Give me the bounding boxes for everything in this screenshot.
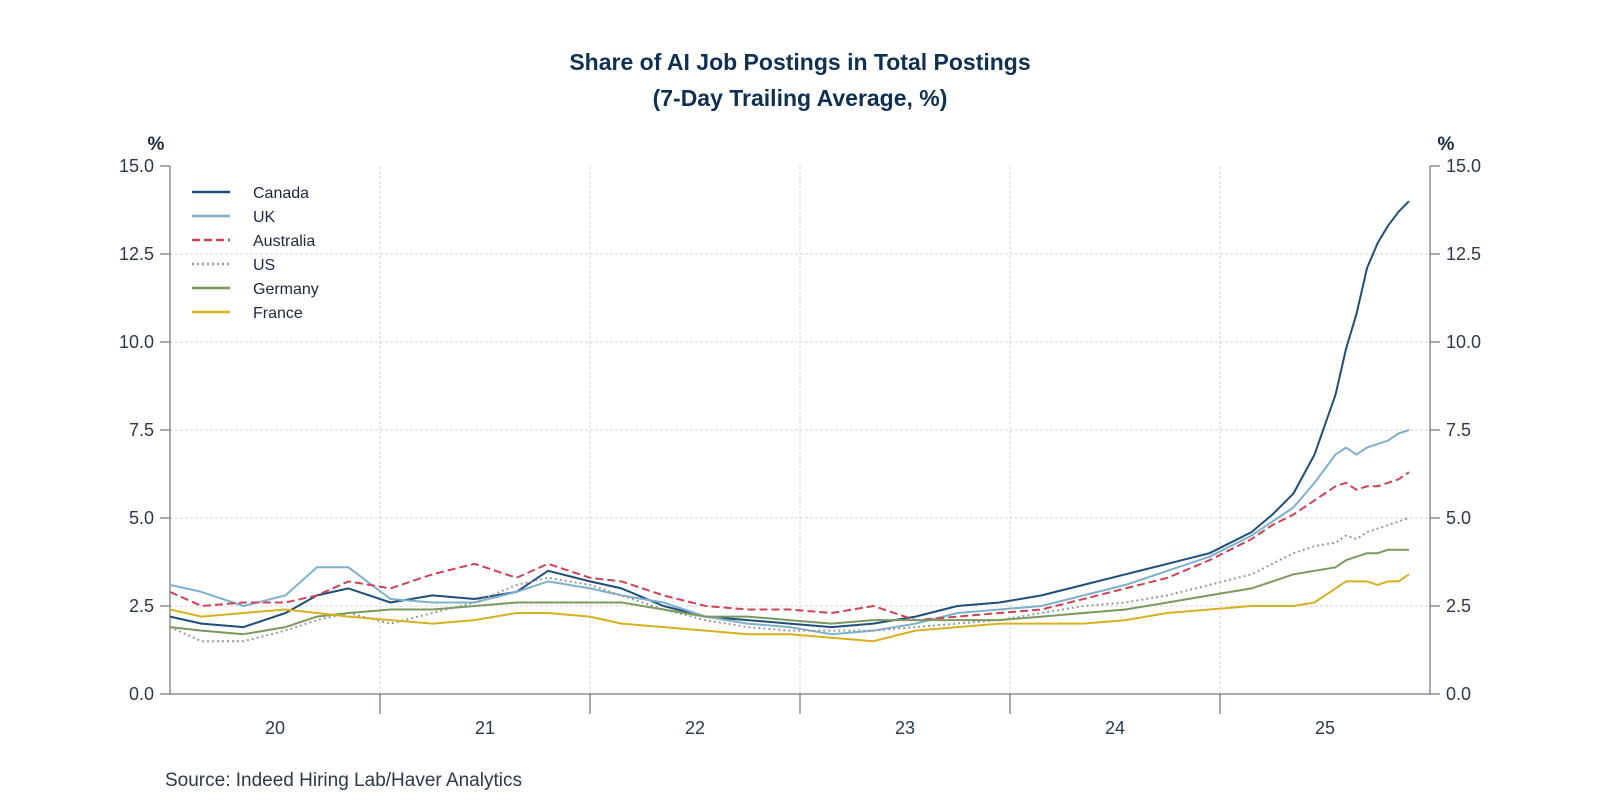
series-line-germany [169,548,1409,636]
legend-label-germany: Germany [253,281,319,298]
y-tick-label-left: 15.0 [119,156,154,176]
y-tick-label-left: 7.5 [129,420,154,440]
series-line-canada [169,200,1410,629]
y-tick-label-left: 5.0 [129,508,154,528]
series-line-uk [169,429,1410,636]
legend-label-us: US [253,257,275,274]
x-tick-label: 24 [1105,718,1125,738]
legend: Canada UK Australia US Germany France [192,185,319,322]
legend-label-canada: Canada [253,185,309,202]
y-tick-label-right: 10.0 [1446,332,1481,352]
y-tick-label-right: 5.0 [1446,508,1471,528]
gridlines [170,166,1430,694]
chart-title-block: Share of AI Job Postings in Total Postin… [0,44,1600,116]
y-tick-label-left: 12.5 [119,244,154,264]
legend-label-france: France [253,305,303,322]
x-tick-label: 22 [685,718,705,738]
series-lines [169,200,1410,643]
legend-label-australia: Australia [253,233,315,250]
x-tick-label: 21 [475,718,495,738]
y-tick-label-right: 2.5 [1446,596,1471,616]
legend-label-uk: UK [253,209,276,226]
y-tick-label-left: 2.5 [129,596,154,616]
y-tick-label-right: 12.5 [1446,244,1481,264]
y-tick-label-right: 7.5 [1446,420,1471,440]
x-tick-label: 23 [895,718,915,738]
source-note: Source: Indeed Hiring Lab/Haver Analytic… [165,770,522,791]
y-unit-right: % [1438,134,1455,155]
y-tick-label-left: 0.0 [129,684,154,704]
y-unit-left: % [148,134,165,155]
chart-title: Share of AI Job Postings in Total Postin… [569,49,1031,75]
y-tick-label-right: 15.0 [1446,156,1481,176]
axes: 0.0 0.0 2.5 2.5 5.0 5.0 7.5 7.5 10.0 10.0 12.5 12.5… [119,134,1481,738]
chart-subtitle: (7-Day Trailing Average, %) [652,85,948,111]
x-tick-label: 25 [1315,718,1335,738]
y-tick-label-right: 0.0 [1446,684,1471,704]
y-tick-label-left: 10.0 [119,332,154,352]
series-line-france [169,573,1410,643]
x-tick-label: 20 [265,718,285,738]
